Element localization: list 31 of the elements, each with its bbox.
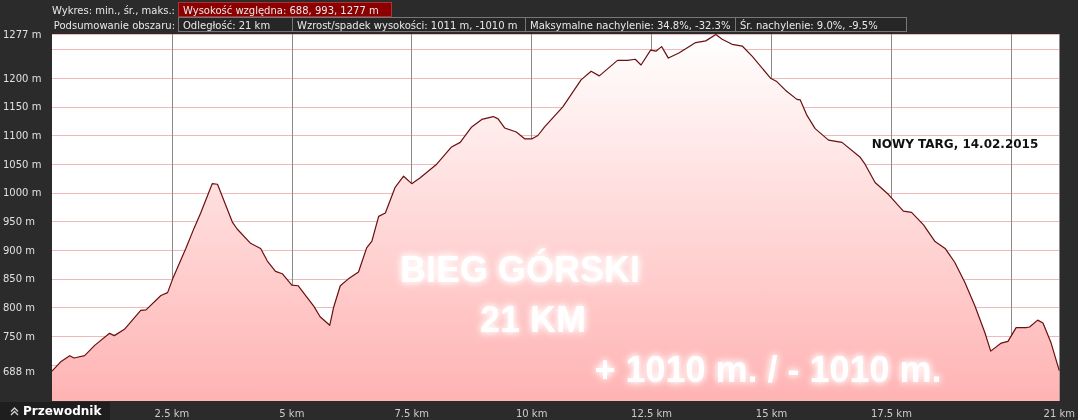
x-tick-label: 7.5 km bbox=[394, 407, 430, 419]
x-tick-label: 15 km bbox=[755, 407, 788, 419]
x-tick-label: 2.5 km bbox=[154, 407, 190, 419]
x-tick-label: 5 km bbox=[279, 407, 305, 419]
y-tick-label: 950 m bbox=[3, 216, 36, 228]
text: Odległość: 21 km bbox=[178, 17, 293, 32]
y-tick-label: 1000 m bbox=[3, 187, 42, 199]
x-tick-label: 21 km bbox=[1043, 407, 1075, 419]
x-tick-label: 17.5 km bbox=[870, 407, 912, 419]
y-tick-label: 1050 m bbox=[3, 158, 42, 170]
text: Przewodnik bbox=[23, 403, 102, 420]
y-tick-label: 688 m bbox=[3, 366, 36, 378]
x-tick-label: 12.5 km bbox=[631, 407, 673, 419]
x-tick-label: 10 km bbox=[515, 407, 548, 419]
text: Wzrost/spadek wysokości: 1011 m, -1010 m bbox=[292, 17, 526, 32]
text: Wysokość względna: 688, 993, 1277 m bbox=[178, 2, 392, 17]
y-tick-label: 1150 m bbox=[3, 101, 42, 113]
annotation: 21 KM bbox=[479, 299, 587, 341]
y-tick-label: 1200 m bbox=[3, 72, 42, 84]
y-tick-label: 1277 m bbox=[3, 28, 42, 40]
y-tick-label: 850 m bbox=[3, 273, 36, 285]
text: Maksymalne nachylenie: 34.8%, -32.3% bbox=[525, 17, 736, 32]
annotation: + 1010 m. / - 1010 m. bbox=[594, 349, 942, 391]
y-tick-label: 900 m bbox=[3, 244, 36, 256]
text: Podsumowanie obszaru: bbox=[53, 19, 175, 33]
y-tick-label: 800 m bbox=[3, 302, 36, 314]
y-tick-label: 1100 m bbox=[3, 130, 42, 141]
text: Śr. nachylenie: 9.0%, -9.5% bbox=[735, 17, 907, 32]
annotation: NOWY TARG, 14.02.2015 bbox=[871, 137, 1039, 151]
y-tick-label: 750 m bbox=[3, 330, 36, 342]
text: Wykres: min., śr., maks.: bbox=[52, 4, 175, 18]
